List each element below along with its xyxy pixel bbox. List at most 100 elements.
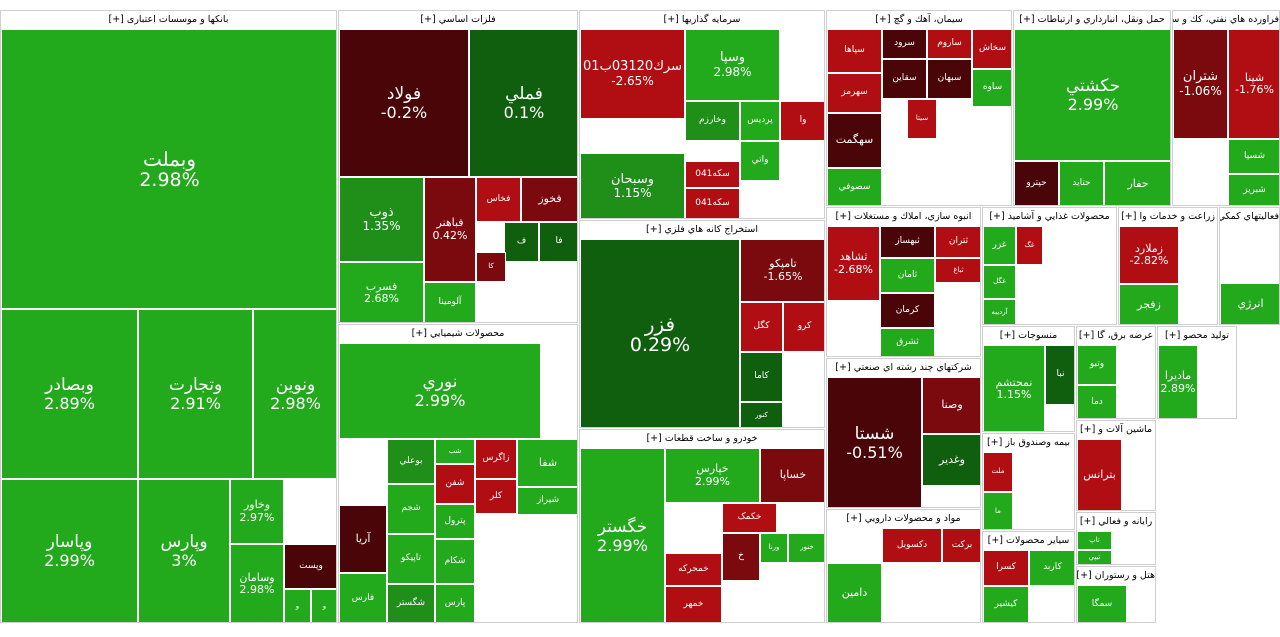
- stock-tile[interactable]: سكه041: [685, 161, 740, 188]
- sector-header[interactable]: هتل و رستوران [+]: [1077, 567, 1155, 584]
- stock-tile[interactable]: خمحرکه: [665, 553, 722, 586]
- stock-tile[interactable]: شيراز: [517, 487, 577, 515]
- stock-tile[interactable]: حتايد: [1059, 161, 1104, 205]
- stock-tile[interactable]: ثتران: [935, 226, 980, 258]
- stock-tile[interactable]: کسرا: [983, 550, 1029, 586]
- stock-tile[interactable]: وغدير: [922, 434, 980, 486]
- stock-tile[interactable]: فخاس: [476, 177, 521, 222]
- stock-tile[interactable]: تاپ: [1077, 531, 1112, 550]
- sector-header[interactable]: سياير محصولات [+]: [983, 532, 1074, 549]
- stock-tile[interactable]: فارس: [339, 573, 387, 622]
- stock-tile[interactable]: كرمان: [880, 293, 935, 328]
- sector-header[interactable]: ماشين آلات و [+]: [1077, 421, 1155, 438]
- stock-tile[interactable]: فولاد -0.2%: [339, 29, 469, 177]
- stock-tile[interactable]: کا: [476, 252, 506, 282]
- stock-tile[interactable]: شبريز: [1228, 174, 1279, 205]
- stock-tile[interactable]: وپاسار 2.99%: [1, 479, 138, 622]
- sector-header[interactable]: سرمايه گذاريها [+]: [580, 11, 824, 28]
- sector-header[interactable]: انبوه سازي، املاك و مستغلات [+]: [827, 208, 980, 225]
- sector-header[interactable]: خودرو و ساخت قطعات [+]: [580, 430, 824, 447]
- stock-tile[interactable]: وتبو: [1077, 345, 1117, 385]
- sector-header[interactable]: زراعت و خدمات وا [+]: [1119, 208, 1217, 225]
- stock-tile[interactable]: دکسوبل: [882, 528, 942, 563]
- sector-header[interactable]: فلزات اساسي [+]: [339, 11, 577, 28]
- stock-tile[interactable]: خساپا: [760, 448, 824, 503]
- stock-tile[interactable]: فا: [539, 222, 577, 262]
- sector-header[interactable]: عرضه برق، گا [+]: [1077, 327, 1155, 344]
- stock-tile[interactable]: شتران -1.06%: [1173, 29, 1228, 139]
- stock-tile[interactable]: سكه041: [685, 188, 740, 218]
- stock-tile[interactable]: کاما: [740, 352, 783, 402]
- stock-tile[interactable]: وصنا: [922, 377, 980, 434]
- stock-tile[interactable]: غگل: [983, 265, 1016, 299]
- stock-tile[interactable]: شب: [435, 439, 475, 464]
- stock-tile[interactable]: سپاها: [827, 29, 882, 73]
- stock-tile[interactable]: سقاين: [882, 59, 927, 99]
- stock-tile[interactable]: خ: [722, 533, 760, 581]
- stock-tile[interactable]: سصوفي: [827, 168, 882, 205]
- stock-tile[interactable]: زملارد -2.82%: [1119, 226, 1179, 284]
- sector-header[interactable]: استخراج کانه هاي فلزي [+]: [580, 221, 824, 238]
- stock-tile[interactable]: ثشاهد -2.68%: [827, 226, 880, 301]
- stock-tile[interactable]: شكام: [435, 539, 475, 584]
- stock-tile[interactable]: کاربد: [1029, 550, 1074, 586]
- sector-header[interactable]: منسوجات [+]: [983, 327, 1074, 344]
- stock-tile[interactable]: وسبحان 1.15%: [580, 153, 685, 218]
- sector-header[interactable]: محصولات شيميايي [+]: [339, 325, 577, 342]
- stock-tile[interactable]: کنور: [740, 402, 783, 427]
- stock-tile[interactable]: سهرمز: [827, 73, 882, 113]
- stock-tile[interactable]: سهگمت: [827, 113, 882, 168]
- stock-tile[interactable]: پارس: [435, 584, 475, 622]
- stock-tile[interactable]: ونوين 2.98%: [253, 309, 336, 479]
- stock-tile[interactable]: غزر: [983, 226, 1016, 265]
- stock-tile[interactable]: سرك03120ب01 -2.65%: [580, 29, 685, 119]
- stock-tile[interactable]: خمهر: [665, 586, 722, 622]
- stock-tile[interactable]: خگستر 2.99%: [580, 448, 665, 622]
- sector-header[interactable]: رايانه و فعالي [+]: [1077, 513, 1155, 530]
- stock-tile[interactable]: سرود: [882, 29, 927, 59]
- stock-tile[interactable]: و: [311, 589, 336, 622]
- stock-tile[interactable]: ماديرا 2.89%: [1158, 345, 1198, 418]
- stock-tile[interactable]: کلر: [475, 479, 517, 514]
- stock-tile[interactable]: خکمک: [722, 503, 777, 533]
- stock-tile[interactable]: واتي: [740, 141, 780, 181]
- stock-tile[interactable]: سمگا: [1077, 585, 1127, 622]
- stock-tile[interactable]: سبهان: [927, 59, 972, 99]
- stock-tile[interactable]: کرو: [783, 302, 824, 352]
- stock-tile[interactable]: ثباغ: [935, 258, 980, 283]
- stock-tile[interactable]: ملت: [983, 452, 1013, 492]
- stock-tile[interactable]: خنور: [788, 533, 824, 563]
- stock-tile[interactable]: شپنا -1.76%: [1228, 29, 1279, 139]
- stock-tile[interactable]: نبا: [1045, 345, 1074, 405]
- stock-tile[interactable]: فباهنر 0.42%: [424, 177, 476, 282]
- stock-tile[interactable]: فزر 0.29%: [580, 239, 740, 427]
- stock-tile[interactable]: ساروم: [927, 29, 972, 59]
- stock-tile[interactable]: وبملت 2.98%: [1, 29, 336, 309]
- stock-tile[interactable]: شستا -0.51%: [827, 377, 922, 507]
- stock-tile[interactable]: ساوه: [972, 69, 1011, 107]
- stock-tile[interactable]: شگستر: [387, 584, 435, 622]
- stock-tile[interactable]: ثامان: [880, 258, 935, 293]
- stock-tile[interactable]: بركت: [942, 528, 980, 563]
- stock-tile[interactable]: دما: [1077, 385, 1117, 418]
- stock-tile[interactable]: وسامان 2.98%: [230, 544, 284, 622]
- stock-tile[interactable]: پرديس: [740, 101, 780, 141]
- stock-tile[interactable]: حفار: [1104, 161, 1170, 205]
- stock-tile[interactable]: کگل: [740, 302, 783, 352]
- sector-header[interactable]: شرکتهاي چند رشته اي صنعتي [+]: [827, 359, 980, 376]
- stock-tile[interactable]: سيتا: [907, 99, 937, 139]
- stock-tile[interactable]: انرژي: [1220, 283, 1279, 324]
- stock-tile[interactable]: وخارزم: [685, 101, 740, 141]
- sector-header[interactable]: توليد محصو [+]: [1158, 327, 1236, 344]
- stock-tile[interactable]: تامپکو -1.65%: [740, 239, 824, 302]
- stock-tile[interactable]: شفن: [435, 464, 475, 504]
- sector-header[interactable]: فعاليتهاي كمكي [+]: [1220, 208, 1279, 225]
- stock-tile[interactable]: شفا: [517, 439, 577, 487]
- stock-tile[interactable]: آريا: [339, 505, 387, 573]
- sector-header[interactable]: بانکها و موسسات اعتباری [+]: [1, 11, 336, 28]
- stock-tile[interactable]: وبصادر 2.89%: [1, 309, 138, 479]
- stock-tile[interactable]: نوري 2.99%: [339, 343, 541, 439]
- stock-tile[interactable]: آلومينا: [424, 282, 476, 322]
- stock-tile[interactable]: ف: [504, 222, 539, 262]
- sector-header[interactable]: حمل ونقل، انبارداري و ارتباطات [+]: [1014, 11, 1170, 28]
